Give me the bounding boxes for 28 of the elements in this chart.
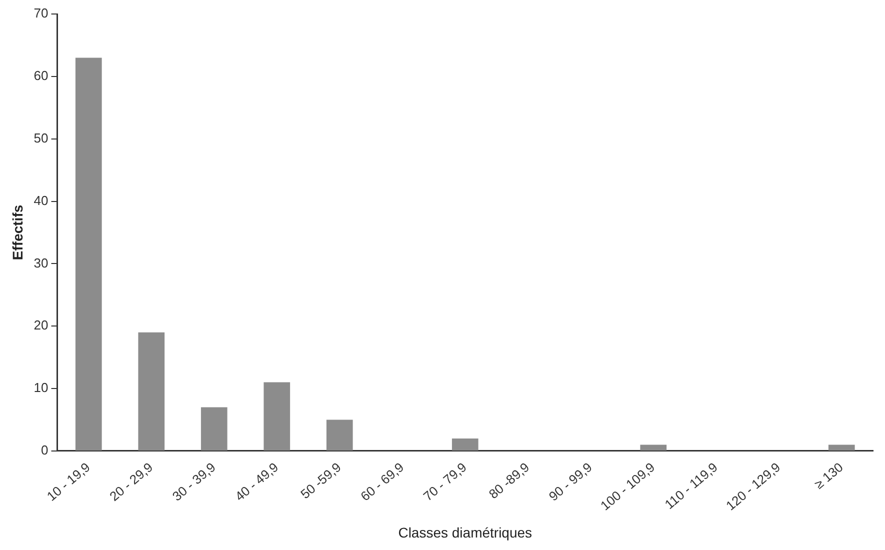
y-tick-label: 0 xyxy=(41,442,48,458)
y-tick-label: 60 xyxy=(34,68,48,84)
y-tick-label: 10 xyxy=(34,380,48,396)
x-axis-title: Classes diamétriques xyxy=(398,524,532,540)
bar xyxy=(200,407,228,450)
y-tick-label: 30 xyxy=(34,255,48,270)
bar xyxy=(452,438,478,450)
y-tick-label: 50 xyxy=(34,130,48,146)
x-tick-label: 10 - 19,9 xyxy=(44,459,93,504)
x-tick-label: 70 - 79,9 xyxy=(420,459,470,504)
y-tick-label: 70 xyxy=(34,6,48,21)
bar xyxy=(828,444,855,450)
y-axis-title: Effectifs xyxy=(9,204,26,260)
x-tick-label: 40 - 49,9 xyxy=(232,459,282,504)
x-tick-label: 30 - 39,9 xyxy=(169,459,218,504)
y-tick-label: 20 xyxy=(34,318,48,333)
x-tick-label: ≥ 130 xyxy=(811,459,846,492)
bar xyxy=(640,444,667,450)
bar xyxy=(326,420,353,450)
x-tick-label: 60 - 69,9 xyxy=(358,459,407,504)
bar xyxy=(264,382,290,450)
bar xyxy=(138,332,165,450)
x-tick-label: 90 - 99,9 xyxy=(546,459,595,504)
x-tick-label: 20 - 29,9 xyxy=(106,459,156,504)
y-tick-label: 40 xyxy=(34,192,48,208)
bar xyxy=(75,58,102,450)
x-tick-label: 80 -89,9 xyxy=(486,459,532,502)
x-tick-label: 50 -59,9 xyxy=(298,459,344,502)
